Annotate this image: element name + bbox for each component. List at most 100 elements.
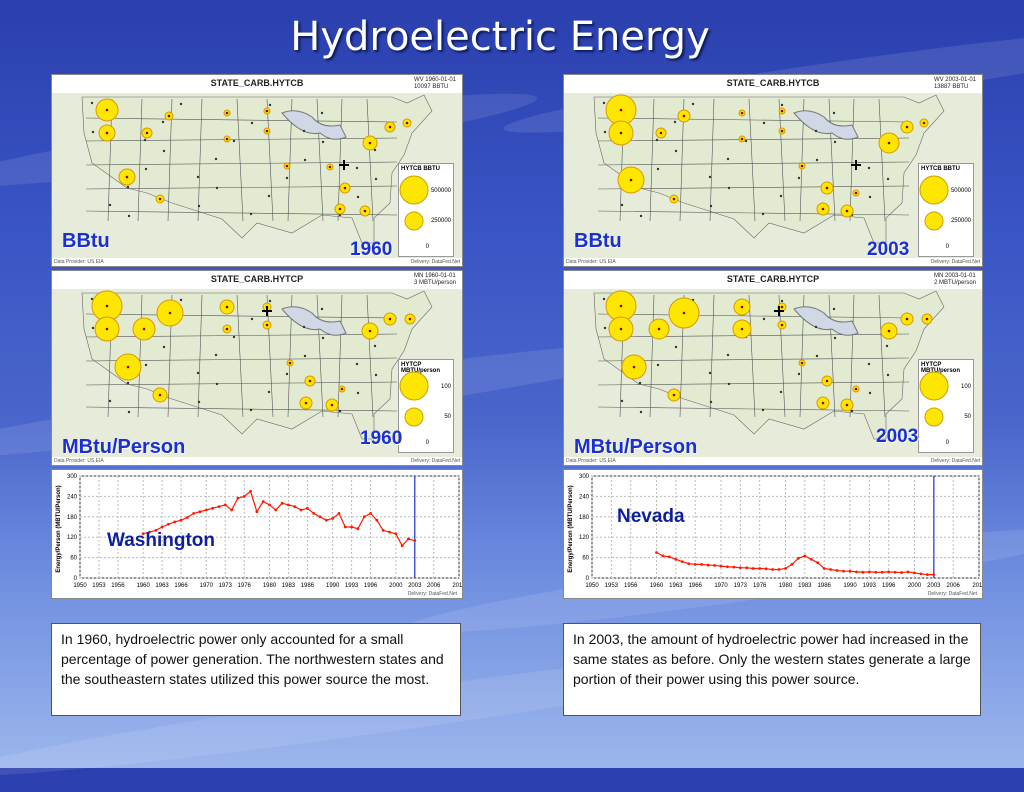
state-bubble-center — [158, 393, 162, 397]
state-dot — [355, 362, 359, 366]
state-bubble-center — [922, 121, 926, 125]
state-bubble-center — [740, 137, 744, 141]
us-map — [52, 289, 462, 457]
us-state-map-svg — [593, 290, 945, 440]
state-dot — [320, 111, 324, 115]
state-dot — [144, 167, 148, 171]
map-footer: Data Provider: US EIA Delivery: DataFed.N… — [564, 258, 982, 266]
state-dot — [691, 102, 695, 106]
state-dot — [761, 212, 765, 216]
legend-value: 0 — [425, 244, 429, 250]
state-dot — [356, 391, 360, 395]
state-border — [597, 161, 910, 166]
data-point — [829, 568, 833, 571]
state-dot — [744, 139, 748, 143]
legend-value: 250000 — [430, 218, 451, 224]
data-point — [280, 501, 284, 505]
data-point — [306, 506, 309, 510]
state-border — [236, 98, 244, 222]
state-bubble-center — [158, 197, 162, 201]
data-point — [913, 571, 916, 575]
data-point — [668, 555, 671, 559]
state-dot — [603, 130, 607, 134]
state-border — [748, 98, 756, 222]
state-bubble-center — [388, 317, 392, 321]
map-title: STATE_CARB.HYTCB — [726, 78, 820, 88]
state-dot — [780, 299, 784, 303]
state-border — [828, 294, 836, 418]
map-legend: HYTCB BBTU 500000 250000 0 — [398, 163, 454, 257]
data-point — [758, 567, 762, 570]
data-point — [324, 518, 328, 522]
state-dot — [620, 203, 624, 207]
legend-title: HYTCP MBTU/person — [921, 362, 960, 374]
state-dot — [356, 195, 360, 199]
x-tick-label: 1993 — [345, 583, 359, 589]
state-dot — [320, 307, 324, 311]
x-tick-label: 1993 — [863, 583, 877, 589]
x-tick-label: 2000 — [908, 583, 922, 589]
y-tick-label: 300 — [579, 474, 590, 480]
legend-circle-large — [399, 371, 429, 401]
state-bubble-center — [780, 305, 784, 309]
data-point — [900, 571, 903, 574]
state-dot — [761, 408, 765, 412]
state-dot — [267, 194, 271, 198]
y-tick-label: 240 — [579, 494, 590, 500]
data-point — [312, 512, 316, 515]
x-tick-label: 2006 — [427, 583, 441, 589]
state-bubble-center — [682, 311, 686, 315]
x-tick-label: 1976 — [238, 583, 252, 589]
state-border — [597, 137, 910, 142]
state-bubble-center — [780, 323, 784, 327]
legend-value: 0 — [945, 440, 949, 446]
state-border — [597, 333, 910, 338]
map-legend: HYTCB BBTU 500000 250000 0 — [918, 163, 974, 257]
data-point — [160, 525, 164, 529]
state-bubble-center — [825, 186, 829, 190]
state-dot — [850, 409, 854, 413]
state-dot — [655, 138, 659, 142]
state-bubble-center — [225, 305, 229, 309]
state-bubble-center — [887, 329, 891, 333]
us-state-map-svg — [81, 94, 433, 244]
data-point — [777, 568, 781, 571]
map-info: MN 2003-01-01 2 MBTU/person — [933, 273, 976, 286]
data-point — [680, 560, 684, 564]
state-dot — [196, 175, 200, 179]
y-tick-label: 300 — [67, 474, 78, 480]
map-footer: Data Provider: US EIA Delivery: DataFed.N… — [52, 457, 462, 465]
state-bubble-center — [363, 209, 367, 213]
data-point — [388, 530, 391, 534]
us-land-outline — [593, 290, 945, 440]
x-tick-label: 1973 — [219, 583, 233, 589]
data-point — [861, 570, 865, 574]
map-title: STATE_CARB.HYTCP — [210, 274, 304, 284]
data-point — [236, 496, 240, 500]
state-dot — [321, 140, 325, 144]
x-tick-label: 1953 — [92, 583, 106, 589]
state-dot — [797, 176, 801, 180]
state-dot — [603, 326, 607, 330]
line-chart-panel-washington: 0 60 120 180 240 300 1950 1953 1956 1960 1963 1966 1… — [51, 469, 463, 599]
unit-label: MBtu/Person — [62, 436, 186, 458]
legend-circle-small — [404, 211, 424, 231]
x-tick-label: 1963 — [669, 583, 683, 589]
x-tick-label: 1970 — [714, 583, 728, 589]
state-border — [85, 381, 398, 386]
data-point — [331, 517, 335, 520]
state-bubble-center — [285, 164, 289, 168]
data-point — [407, 537, 410, 541]
cross-marker — [774, 306, 784, 316]
data-point — [350, 525, 354, 529]
state-dot — [268, 299, 272, 303]
legend-value: 0 — [425, 440, 429, 446]
state-dot — [814, 325, 818, 329]
state-dot — [285, 372, 289, 376]
legend-circle-small — [404, 407, 424, 427]
state-bubble-center — [125, 175, 129, 179]
map-header: STATE_CARB.HYTCP MN 1960-01-01 3 MBTU/per… — [52, 271, 462, 290]
map-title: STATE_CARB.HYTCP — [726, 274, 820, 284]
us-map — [52, 93, 462, 258]
chart-delivery-credit: Delivery: DataFed.Net — [928, 591, 978, 597]
